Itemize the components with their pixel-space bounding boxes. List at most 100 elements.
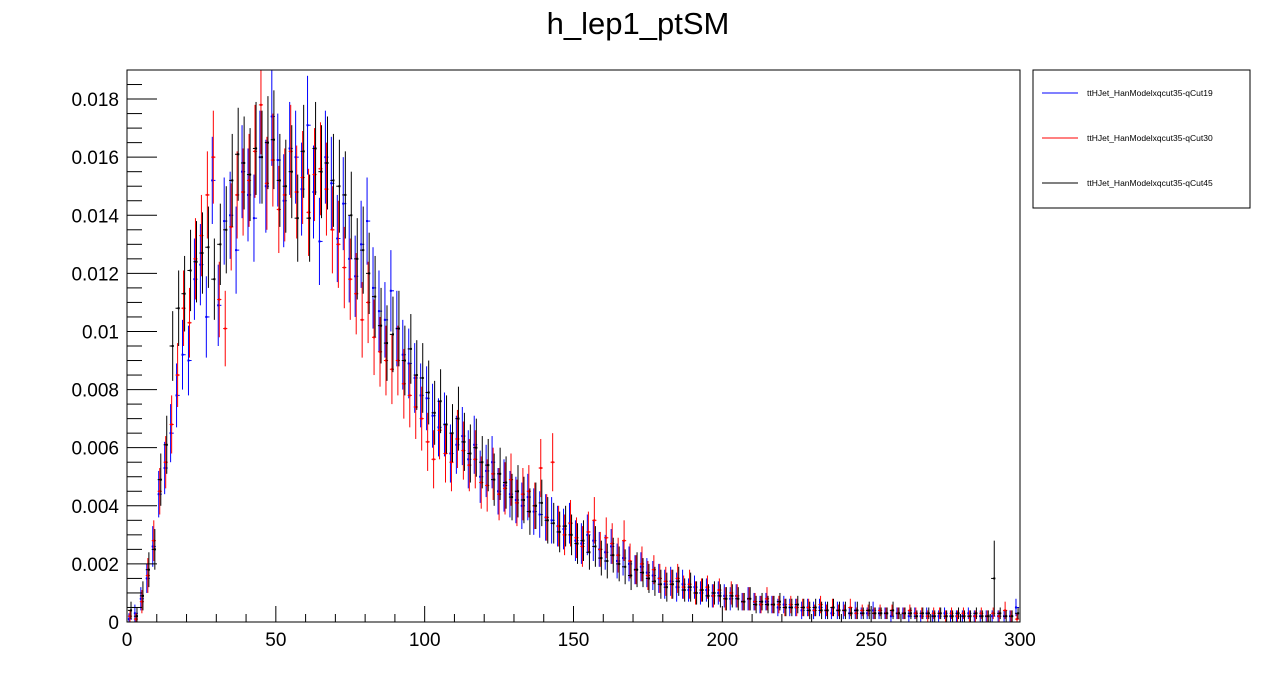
marker <box>462 449 465 452</box>
marker <box>919 615 922 618</box>
marker <box>193 278 196 281</box>
marker <box>761 600 764 603</box>
y-tick-label: 0.016 <box>71 148 119 169</box>
marker <box>676 577 679 580</box>
marker <box>665 586 668 589</box>
marker <box>909 612 912 615</box>
marker <box>975 612 978 615</box>
data-point <box>836 601 841 620</box>
marker <box>908 609 911 612</box>
marker <box>653 580 656 583</box>
marker <box>855 612 858 615</box>
marker <box>1014 606 1017 609</box>
marker <box>540 501 543 504</box>
data-point <box>937 607 942 620</box>
data-point <box>282 139 287 233</box>
marker <box>307 211 310 214</box>
marker <box>177 307 180 310</box>
data-point <box>955 607 960 620</box>
data-point <box>616 546 621 582</box>
legend-label: ttHJet_HanModelxqcut35-qCut19 <box>1087 88 1213 98</box>
marker <box>223 220 226 223</box>
marker <box>451 432 454 435</box>
data-point <box>342 226 347 309</box>
marker <box>599 548 602 551</box>
marker <box>564 525 567 528</box>
data-point <box>324 116 329 210</box>
marker <box>493 478 496 481</box>
marker <box>664 580 667 583</box>
marker <box>379 350 382 353</box>
data-point <box>883 607 889 620</box>
marker <box>362 249 365 252</box>
data-point <box>425 360 430 425</box>
data-point <box>770 595 776 614</box>
marker <box>235 249 238 252</box>
marker <box>675 586 678 589</box>
marker <box>145 577 148 580</box>
data-point <box>419 386 424 451</box>
data-point <box>788 598 793 617</box>
marker <box>505 481 508 484</box>
data-point <box>991 540 996 617</box>
marker <box>433 411 436 414</box>
data-point <box>157 453 162 506</box>
marker <box>749 597 752 600</box>
data-point <box>526 488 531 535</box>
marker <box>849 606 852 609</box>
data-point <box>735 587 740 611</box>
marker <box>777 603 780 606</box>
marker <box>539 467 542 470</box>
marker <box>207 246 210 249</box>
marker <box>956 615 959 618</box>
marker <box>683 589 686 592</box>
axes-layer: 0 50 100 150 200 250 300 0 0.002 0.004 0.006 0.008 0… <box>71 69 1036 651</box>
marker <box>419 394 422 397</box>
data-point <box>467 424 472 483</box>
marker <box>164 461 167 464</box>
data-point <box>663 572 668 602</box>
marker <box>897 612 900 615</box>
marker <box>325 188 328 191</box>
marker <box>176 374 179 377</box>
marker <box>969 615 972 618</box>
marker <box>616 559 619 562</box>
marker <box>330 182 333 185</box>
marker <box>133 612 136 615</box>
data-point <box>752 595 758 614</box>
data-point <box>413 340 418 410</box>
data-point <box>211 238 216 320</box>
marker <box>569 522 572 525</box>
marker <box>943 612 946 615</box>
marker <box>807 606 810 609</box>
marker <box>289 150 292 153</box>
marker <box>288 147 291 150</box>
marker <box>403 359 406 362</box>
marker <box>457 417 460 420</box>
data-point <box>1008 610 1014 622</box>
marker <box>253 150 256 153</box>
marker <box>175 394 178 397</box>
marker <box>437 426 440 429</box>
data-point <box>288 125 293 219</box>
marker <box>455 443 458 446</box>
marker <box>284 185 287 188</box>
marker <box>764 600 767 603</box>
marker <box>1005 615 1008 618</box>
data-point <box>258 110 264 204</box>
data-point <box>306 75 311 175</box>
data-point <box>300 104 305 198</box>
marker <box>206 193 209 196</box>
marker <box>163 467 166 470</box>
data-point <box>764 595 770 614</box>
data-point <box>568 514 573 556</box>
marker <box>344 193 347 196</box>
marker <box>981 615 984 618</box>
marker <box>813 609 816 612</box>
marker <box>259 103 262 106</box>
data-point <box>598 540 603 576</box>
marker <box>671 583 674 586</box>
marker <box>384 359 387 362</box>
marker <box>926 615 929 618</box>
data-point <box>842 601 847 620</box>
